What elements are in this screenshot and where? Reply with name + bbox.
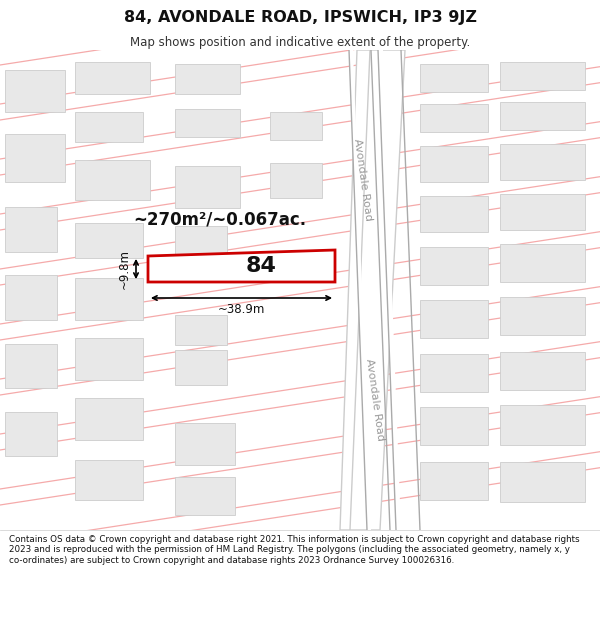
- Bar: [75, 398, 143, 440]
- Text: Contains OS data © Crown copyright and database right 2021. This information is : Contains OS data © Crown copyright and d…: [9, 535, 580, 564]
- Bar: [420, 407, 488, 445]
- Bar: [500, 352, 585, 390]
- Bar: [500, 297, 585, 335]
- Bar: [5, 275, 57, 320]
- Text: ~38.9m: ~38.9m: [218, 303, 265, 316]
- Text: ~270m²/~0.067ac.: ~270m²/~0.067ac.: [133, 211, 307, 229]
- Polygon shape: [340, 50, 392, 530]
- Bar: [420, 247, 488, 285]
- Bar: [5, 412, 57, 456]
- Bar: [500, 144, 585, 180]
- Polygon shape: [378, 50, 401, 530]
- Bar: [420, 104, 488, 132]
- Bar: [75, 338, 143, 380]
- Text: 84, AVONDALE ROAD, IPSWICH, IP3 9JZ: 84, AVONDALE ROAD, IPSWICH, IP3 9JZ: [124, 10, 476, 25]
- Bar: [175, 109, 240, 137]
- Bar: [500, 62, 585, 90]
- Bar: [420, 354, 488, 392]
- Text: Avondale Road: Avondale Road: [364, 358, 386, 442]
- Bar: [420, 462, 488, 500]
- Bar: [175, 315, 227, 345]
- Text: 84: 84: [246, 256, 277, 276]
- Bar: [75, 278, 143, 320]
- Bar: [75, 223, 143, 258]
- Bar: [5, 207, 57, 252]
- Bar: [175, 477, 235, 515]
- Bar: [500, 194, 585, 230]
- Polygon shape: [350, 50, 405, 530]
- Bar: [270, 163, 322, 198]
- Text: ~9.8m: ~9.8m: [118, 249, 131, 289]
- Bar: [5, 344, 57, 388]
- Bar: [75, 160, 150, 200]
- Bar: [420, 146, 488, 182]
- Text: Map shows position and indicative extent of the property.: Map shows position and indicative extent…: [130, 36, 470, 49]
- Bar: [500, 405, 585, 445]
- Bar: [500, 462, 585, 502]
- Bar: [500, 102, 585, 130]
- Bar: [420, 196, 488, 232]
- Polygon shape: [148, 250, 335, 282]
- Bar: [500, 244, 585, 282]
- Text: Avondale Road: Avondale Road: [352, 138, 374, 222]
- Bar: [420, 300, 488, 338]
- Bar: [75, 460, 143, 500]
- Bar: [75, 112, 143, 142]
- Bar: [175, 226, 227, 262]
- Bar: [5, 134, 65, 182]
- Bar: [5, 70, 65, 112]
- Bar: [175, 423, 235, 465]
- Bar: [175, 64, 240, 94]
- Bar: [175, 166, 240, 208]
- Bar: [75, 62, 150, 94]
- Bar: [270, 112, 322, 140]
- Polygon shape: [349, 50, 371, 530]
- Bar: [420, 64, 488, 92]
- Bar: [175, 350, 227, 385]
